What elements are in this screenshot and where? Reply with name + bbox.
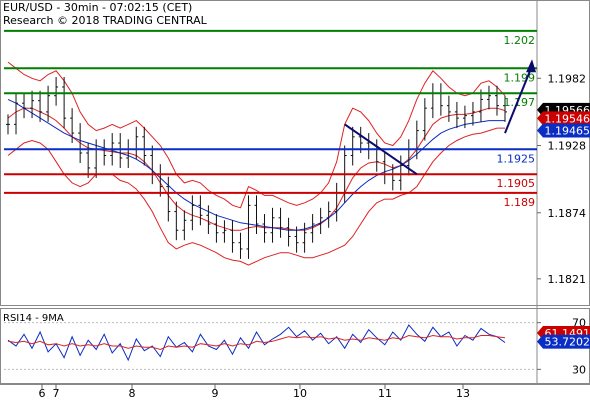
rsi-panel-frame — [0, 308, 590, 384]
time-tick-label: 11 — [378, 387, 392, 400]
bollinger-lower-line — [7, 127, 505, 266]
rsi-title: RSI14 - 9MA — [3, 313, 64, 324]
price-tag-pointer — [537, 111, 543, 126]
bollinger-upper-line — [7, 61, 506, 209]
level-label-1.189: 1.189 — [504, 196, 536, 209]
rsi-line — [7, 324, 506, 362]
rsi-tag — [543, 334, 590, 349]
time-tick-label: 6 — [39, 387, 46, 400]
time-tick-label: 8 — [129, 387, 136, 400]
price-tick-label: 1.1928 — [548, 140, 587, 153]
level-label-1.199: 1.199 — [504, 71, 536, 84]
time-tick-label: 9 — [212, 387, 219, 400]
copyright-label: Research © 2018 TRADING CENTRAL — [3, 14, 207, 27]
price-tick-label: 1.1874 — [548, 207, 587, 220]
rsi-ma-line — [7, 334, 506, 351]
level-label-1.197: 1.197 — [504, 96, 536, 109]
forecast-arrow-line — [504, 67, 532, 134]
price-tick-label: 1.1821 — [548, 273, 587, 286]
price-tag — [543, 123, 590, 138]
level-label-1.1905: 1.1905 — [497, 177, 536, 190]
level-label-1.202: 1.202 — [504, 34, 536, 47]
price-tag — [543, 111, 590, 126]
rsi-tick-label: 30 — [572, 363, 586, 376]
time-tick-label: 13 — [456, 387, 470, 400]
time-tick-label: 10 — [293, 387, 307, 400]
price-tick-label: 1.1982 — [548, 72, 587, 85]
forecast-arrow-head — [526, 59, 537, 73]
level-label-1.1925: 1.1925 — [497, 152, 536, 165]
rsi-tag-pointer — [537, 334, 543, 349]
price-tag-label: 1.19546 — [545, 112, 590, 125]
time-tick-label: 7 — [53, 387, 60, 400]
rsi-tag-label: 53.7202 — [545, 336, 590, 349]
trendline — [344, 123, 418, 176]
price-tag-label: 1.19465 — [545, 124, 590, 137]
price-tag-pointer — [537, 123, 543, 138]
chart-title: EUR/USD - 30min - 07:02:15 (CET) — [3, 1, 193, 14]
